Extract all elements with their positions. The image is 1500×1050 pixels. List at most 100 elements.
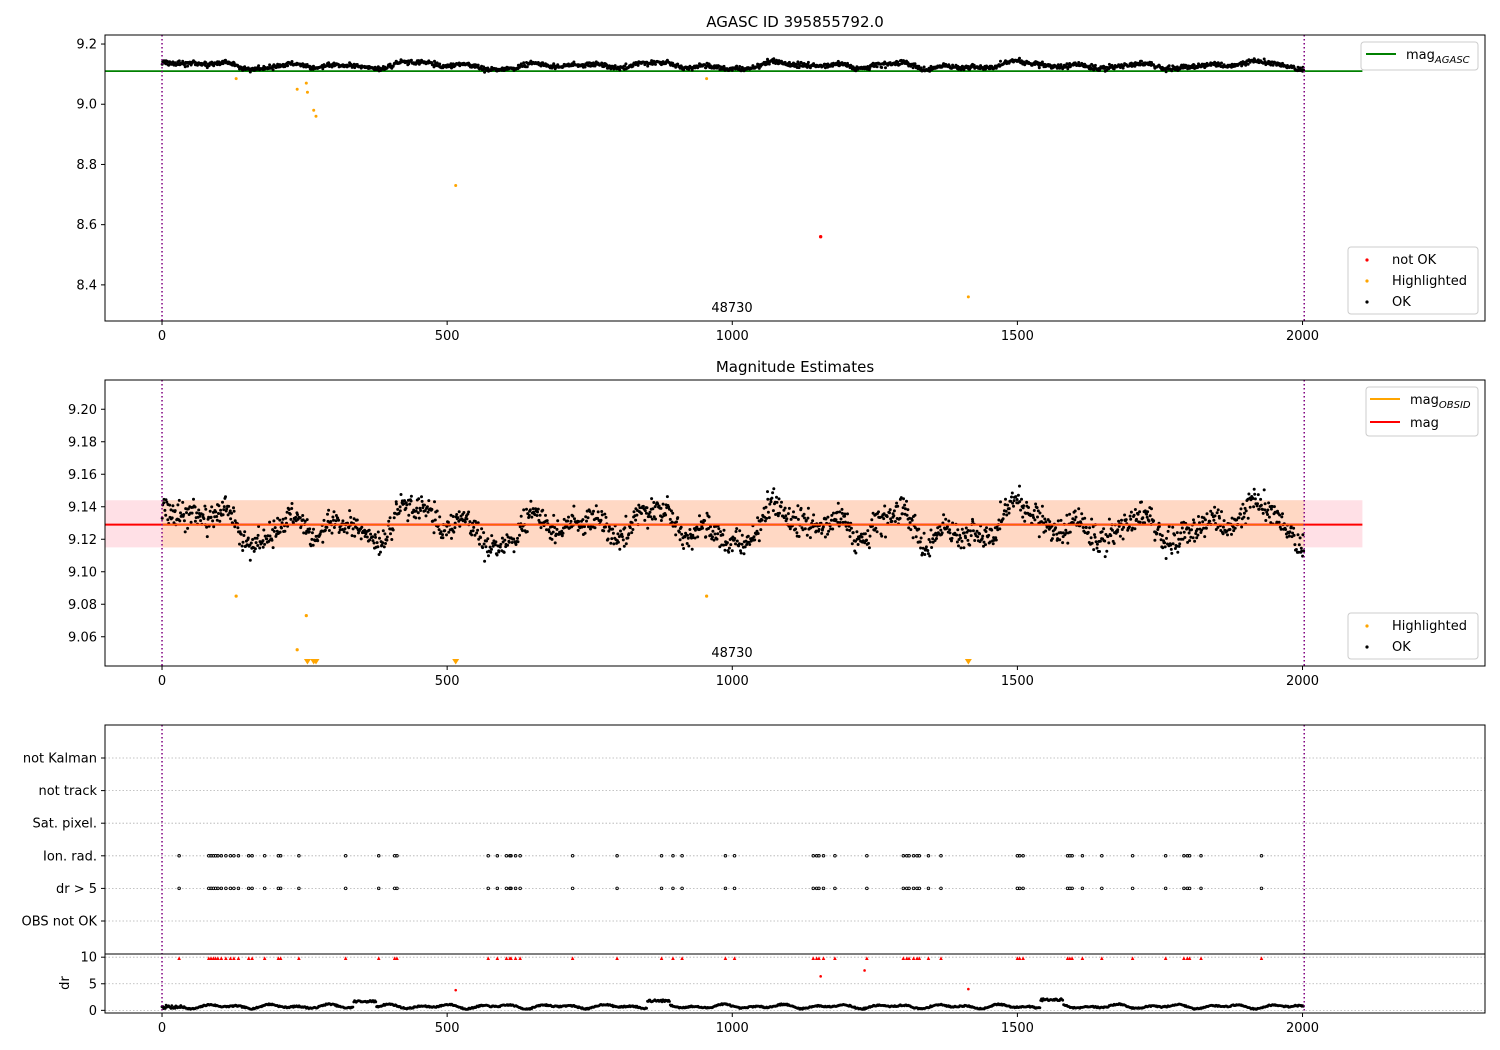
ok-point xyxy=(1246,62,1250,66)
ok-point xyxy=(738,529,742,533)
ok-point xyxy=(1021,515,1025,519)
ok-point xyxy=(593,526,597,530)
ok-point xyxy=(654,517,657,521)
ok-point xyxy=(964,526,968,530)
ok-point xyxy=(711,529,715,533)
ok-point xyxy=(254,541,258,545)
ok-point xyxy=(462,511,466,514)
ok-point xyxy=(922,65,926,69)
ok-point xyxy=(1192,518,1195,522)
ok-point xyxy=(1117,519,1121,523)
ok-point xyxy=(457,510,461,514)
ok-point xyxy=(438,62,442,66)
ok-point xyxy=(383,532,387,536)
ok-point xyxy=(545,519,549,523)
ok-point xyxy=(609,541,613,545)
ok-point xyxy=(1061,541,1065,545)
legend-notok-marker xyxy=(1365,258,1369,262)
ok-point xyxy=(246,536,250,540)
ok-point xyxy=(978,532,982,536)
ok-point xyxy=(239,532,243,536)
panel1-title: AGASC ID 395855792.0 xyxy=(706,13,884,31)
ok-point xyxy=(1059,518,1063,522)
ok-point xyxy=(1146,510,1150,514)
ok-point xyxy=(268,520,272,524)
ok-point xyxy=(1044,529,1048,533)
ok-point xyxy=(482,531,486,535)
ok-point xyxy=(249,541,253,545)
panel2-ytick-label: 9.20 xyxy=(68,403,97,418)
ok-point xyxy=(506,543,510,547)
ok-point xyxy=(253,547,257,551)
ok-point xyxy=(1228,528,1232,531)
legend-mag-obsid-main: mag xyxy=(1410,393,1439,408)
ok-point xyxy=(771,509,775,513)
ok-point xyxy=(913,513,917,517)
ok-point xyxy=(384,542,387,545)
ok-point xyxy=(186,64,190,68)
ok-point xyxy=(1133,527,1137,531)
ok-point xyxy=(1175,531,1179,535)
ok-point xyxy=(1169,547,1173,551)
ok-point xyxy=(890,519,894,523)
panel2-ytick-label: 9.16 xyxy=(68,468,97,483)
ok-point xyxy=(289,517,293,521)
ok-point xyxy=(1183,536,1187,539)
legend-highlighted-marker xyxy=(1365,279,1369,283)
ok-point xyxy=(1210,512,1214,516)
ok-point xyxy=(722,64,726,68)
ok-point xyxy=(224,58,227,62)
ok-point xyxy=(621,538,625,542)
ok-point xyxy=(624,542,628,546)
ok-point xyxy=(503,538,507,542)
ok-point xyxy=(1193,539,1197,543)
panel2-ytick-label: 9.18 xyxy=(68,435,97,450)
ok-point xyxy=(1129,510,1133,514)
ok-point xyxy=(679,525,683,529)
ok-point xyxy=(481,546,485,550)
ok-point xyxy=(778,511,781,515)
ok-point xyxy=(1190,528,1193,532)
ok-point xyxy=(955,533,959,537)
ok-point xyxy=(425,505,429,509)
ok-point xyxy=(1216,525,1220,529)
ok-point xyxy=(823,535,827,539)
ok-point xyxy=(766,490,769,494)
ok-point xyxy=(962,546,966,550)
ok-point xyxy=(622,544,626,548)
ok-point xyxy=(1044,520,1048,524)
ok-point xyxy=(964,536,968,540)
ok-point xyxy=(646,526,650,530)
ok-point xyxy=(388,516,392,520)
ok-point xyxy=(480,527,484,531)
ok-point xyxy=(381,529,385,533)
ok-point xyxy=(342,530,346,534)
ok-point xyxy=(323,528,327,532)
ok-point xyxy=(551,530,555,534)
ok-point xyxy=(284,516,288,520)
ok-point xyxy=(495,553,499,557)
ok-point xyxy=(185,511,188,515)
ok-point xyxy=(1116,528,1120,532)
ok-point xyxy=(840,507,844,511)
ok-point xyxy=(1092,68,1096,72)
ok-point xyxy=(553,541,557,545)
ok-point xyxy=(493,543,497,547)
panel2-xtick-label: 0 xyxy=(158,674,166,689)
ok-point xyxy=(232,509,236,513)
ok-point xyxy=(957,544,960,548)
ok-point xyxy=(181,500,185,504)
ok-point xyxy=(278,518,282,522)
ok-point xyxy=(834,518,838,522)
ok-point xyxy=(685,542,689,545)
panel1-xtick-label: 1500 xyxy=(1001,329,1034,344)
ok-point xyxy=(233,525,237,529)
ok-point xyxy=(456,516,460,520)
ok-point xyxy=(806,516,810,520)
ok-point xyxy=(1145,515,1149,519)
ok-point xyxy=(379,550,382,554)
ok-point xyxy=(212,525,216,529)
ok-point xyxy=(868,534,872,538)
ok-point xyxy=(735,64,739,68)
ok-point xyxy=(1164,557,1168,560)
